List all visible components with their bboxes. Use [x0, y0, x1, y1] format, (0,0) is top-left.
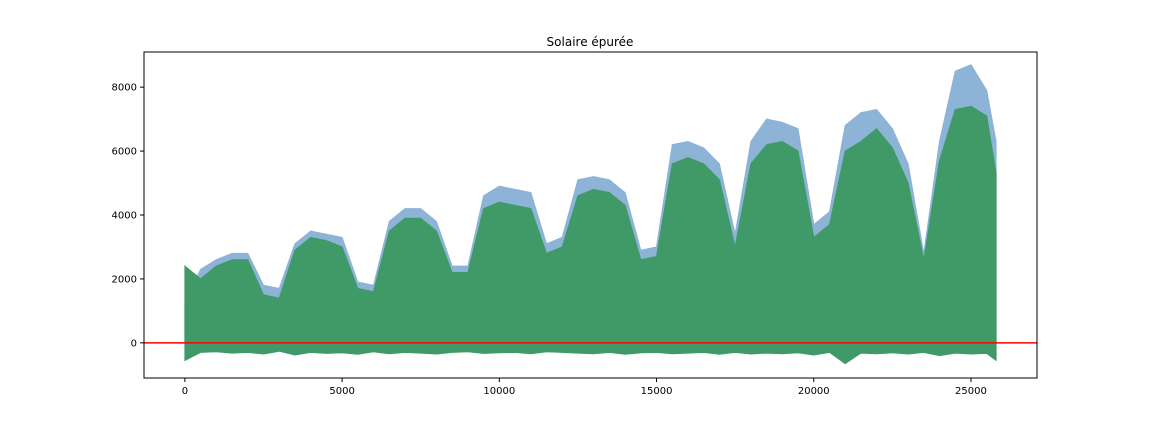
x-tick-label: 10000	[483, 386, 515, 397]
x-tick-label: 0	[182, 386, 188, 397]
x-tick-label: 5000	[329, 386, 354, 397]
y-axis: 0 2000 4000 6000 8000	[112, 83, 144, 349]
x-tick-label: 25000	[955, 386, 987, 397]
y-tick-label: 6000	[112, 147, 137, 158]
y-tick-label: 4000	[112, 211, 137, 222]
x-axis: 0 5000 10000 15000 20000 25000	[182, 378, 987, 397]
x-tick-label: 15000	[641, 386, 673, 397]
x-tick-label: 20000	[798, 386, 830, 397]
chart-title: Solaire épurée	[547, 35, 634, 49]
y-tick-label: 8000	[112, 83, 137, 94]
series-2-area	[184, 105, 997, 365]
plot-frame	[143, 51, 1038, 379]
y-tick-label: 0	[131, 338, 137, 349]
y-tick-label: 2000	[112, 274, 137, 285]
